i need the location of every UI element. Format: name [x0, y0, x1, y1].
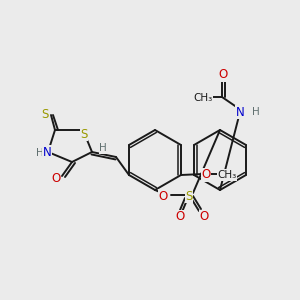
Text: H: H — [36, 148, 44, 158]
Text: N: N — [236, 106, 244, 118]
Text: O: O — [158, 190, 168, 202]
Text: O: O — [176, 211, 184, 224]
Text: O: O — [201, 169, 211, 182]
Text: S: S — [185, 190, 193, 202]
Text: S: S — [41, 107, 49, 121]
Text: CH₃: CH₃ — [194, 93, 213, 103]
Text: O: O — [200, 211, 208, 224]
Text: O: O — [218, 68, 228, 82]
Text: H: H — [252, 107, 260, 117]
Text: H: H — [99, 143, 107, 153]
Text: CH₃: CH₃ — [218, 170, 237, 180]
Text: O: O — [51, 172, 61, 185]
Text: S: S — [80, 128, 88, 140]
Text: N: N — [43, 146, 51, 158]
